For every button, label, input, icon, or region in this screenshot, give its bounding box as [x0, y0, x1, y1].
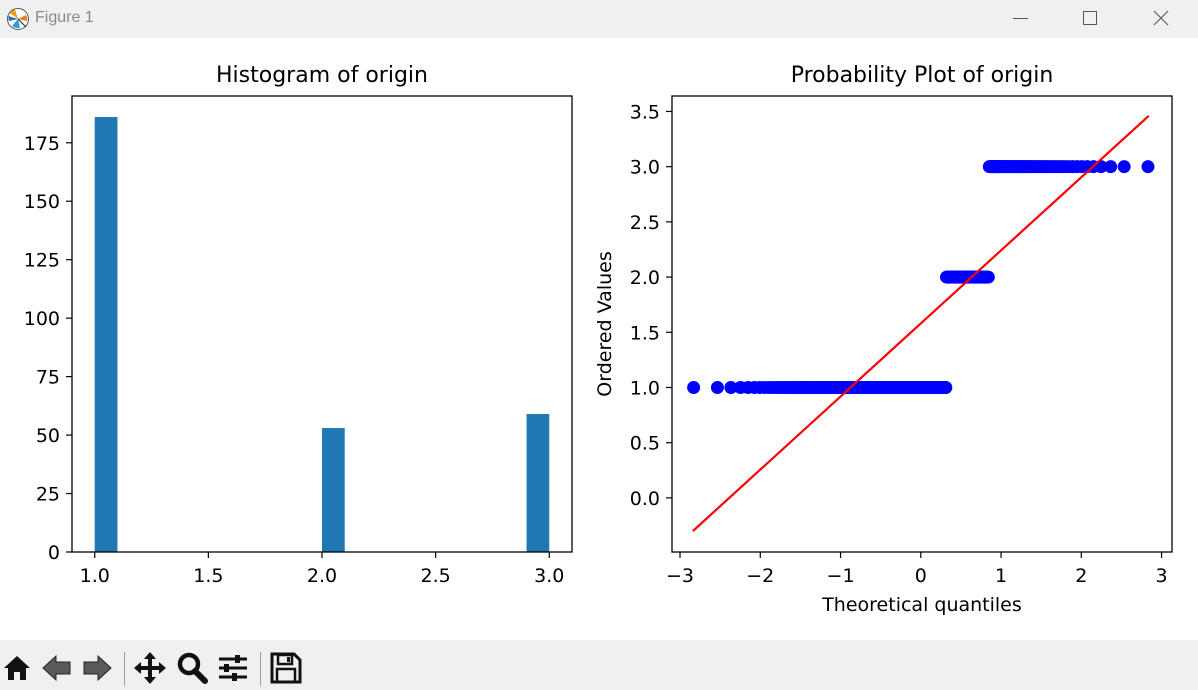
histogram-ytick-label: 50 — [36, 425, 60, 447]
minimize-icon — [1013, 18, 1028, 19]
toolbar-separator — [260, 652, 261, 686]
probability-plot-xtick-label: 3 — [1156, 565, 1168, 587]
probability-plot-xlabel: Theoretical quantiles — [821, 594, 1022, 616]
navigation-toolbar — [0, 640, 1198, 690]
probability-plot-fit-line — [692, 115, 1150, 532]
probability-plot-point — [1141, 160, 1155, 174]
probability-plot-ylabel: Ordered Values — [594, 251, 616, 396]
maximize-icon — [1083, 11, 1097, 25]
histogram-ytick-label: 100 — [24, 308, 60, 330]
home-icon — [4, 656, 30, 680]
probability-plot-frame — [671, 95, 1173, 553]
maximize-button[interactable] — [1057, 0, 1123, 38]
probability-plot-point — [710, 380, 724, 394]
toolbar-separator — [124, 652, 125, 686]
back-button[interactable] — [40, 650, 76, 686]
probability-plot-title: Probability Plot of origin — [791, 63, 1054, 88]
close-button[interactable] — [1127, 0, 1193, 38]
histogram-axes: Histogram of origin 1.0 1.5 2.0 2.5 3.0 0 25 5… — [24, 63, 573, 587]
figure: Histogram of origin 1.0 1.5 2.0 2.5 3.0 0 25 5… — [24, 63, 1173, 616]
forward-button[interactable] — [78, 650, 114, 686]
save-button[interactable] — [268, 650, 304, 686]
probability-plot-ytick-label: 0.0 — [630, 488, 660, 510]
histogram-xtick-label: 1.0 — [80, 565, 110, 587]
figure-canvas[interactable]: Histogram of origin 1.0 1.5 2.0 2.5 3.0 0 25 5… — [0, 38, 1198, 640]
pan-move-icon — [134, 652, 166, 684]
probability-plot-ytick-label: 1.5 — [630, 322, 660, 344]
home-button[interactable] — [0, 650, 36, 686]
close-icon — [1153, 10, 1169, 26]
probability-plot-xtick-label: −1 — [827, 565, 855, 587]
histogram-xtick-label: 2.5 — [421, 565, 451, 587]
pan-button[interactable] — [132, 650, 168, 686]
configure-subplots-button[interactable] — [215, 650, 251, 686]
histogram-ytick-label: 25 — [36, 484, 60, 506]
histogram-bar — [526, 414, 550, 552]
window-titlebar: Figure 1 — [0, 0, 1198, 38]
save-floppy-icon — [270, 652, 302, 684]
probability-plot-xtick-label: −2 — [746, 565, 774, 587]
histogram-ytick-label: 125 — [24, 250, 60, 272]
histogram-frame — [71, 95, 573, 553]
histogram-bar — [322, 428, 345, 552]
histogram-xtick-label: 3.0 — [534, 565, 564, 587]
probability-plot-xtick-label: 2 — [1075, 565, 1087, 587]
probability-plot-ytick-label: 2.0 — [630, 267, 660, 289]
matplotlib-logo-icon — [7, 8, 29, 30]
probability-plot-ytick-label: 2.5 — [630, 212, 660, 234]
histogram-ytick-label: 75 — [36, 367, 60, 389]
probability-plot-point — [1104, 160, 1118, 174]
probability-plot-point — [939, 380, 953, 394]
histogram-title: Histogram of origin — [216, 63, 428, 88]
probability-plot-ytick-label: 3.0 — [630, 157, 660, 179]
window-edge — [1192, 38, 1198, 640]
configure-subplots-icon — [219, 655, 247, 681]
histogram-ytick-label: 0 — [48, 542, 60, 564]
probability-plot-axes: Probability Plot of origin −3 −2 −1 0 1 2 3 0.… — [594, 63, 1173, 616]
probability-plot-xtick-label: 0 — [915, 565, 927, 587]
probability-plot-xtick-label: −3 — [666, 565, 694, 587]
histogram-xtick-label: 1.5 — [193, 565, 223, 587]
probability-plot-point — [1117, 160, 1131, 174]
probability-plot-ytick-label: 1.0 — [630, 377, 660, 399]
back-arrow-icon — [42, 654, 71, 682]
forward-arrow-icon — [83, 654, 112, 682]
probability-plot-ytick-label: 3.5 — [630, 101, 660, 123]
zoom-magnifier-icon — [177, 652, 208, 684]
minimize-button[interactable] — [988, 0, 1054, 38]
probability-plot-point — [724, 380, 738, 394]
zoom-button[interactable] — [174, 650, 210, 686]
histogram-ytick-label: 175 — [24, 133, 60, 155]
probability-plot-xtick-label: 1 — [995, 565, 1007, 587]
histogram-ytick-label: 150 — [24, 191, 60, 213]
histogram-bar — [94, 117, 118, 553]
window-title: Figure 1 — [35, 9, 94, 26]
probability-plot-point — [687, 380, 701, 394]
probability-plot-ytick-label: 0.5 — [630, 433, 660, 455]
probability-plot-point — [981, 270, 995, 284]
histogram-xtick-label: 2.0 — [307, 565, 337, 587]
